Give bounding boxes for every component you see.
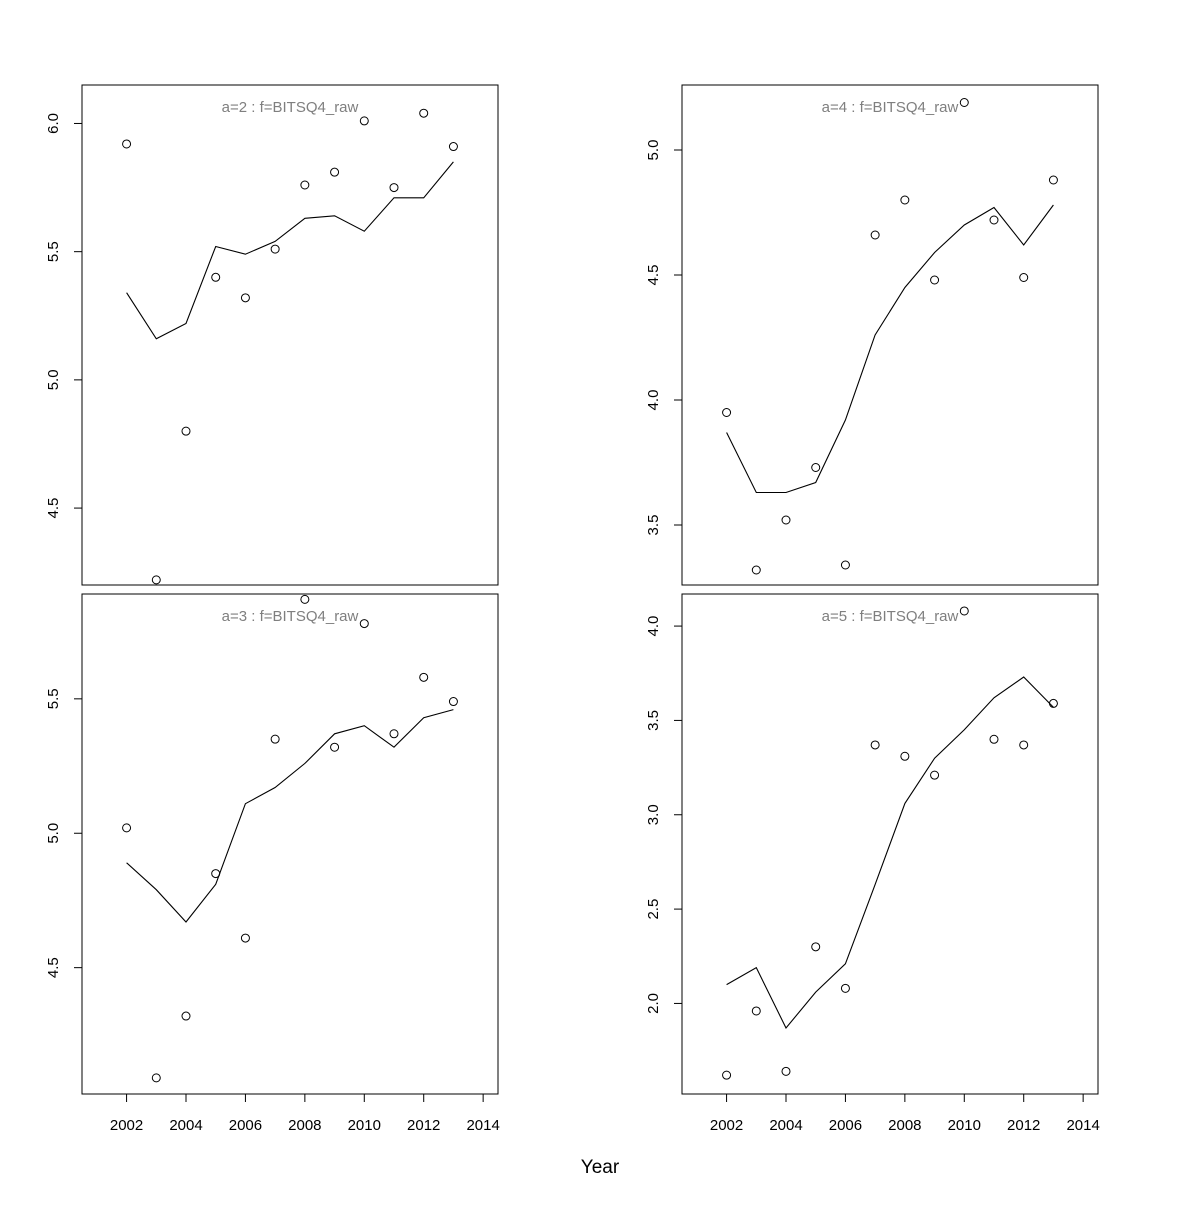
data-point (900, 751, 910, 761)
data-point (930, 770, 940, 780)
x-tick-label: 2010 (348, 1117, 381, 1134)
data-point (300, 180, 310, 190)
data-point (722, 1070, 732, 1080)
data-point (959, 98, 969, 107)
panel-a4: a=4 : f=BITSQ4_raw 3.5 4.0 4.5 5.0 (645, 84, 1099, 586)
data-point (270, 244, 280, 254)
x-tick-label: 2006 (229, 1117, 262, 1134)
data-point (900, 195, 910, 205)
data-point (240, 293, 250, 303)
data-point (330, 742, 340, 752)
data-point (811, 942, 821, 952)
data-point (781, 515, 791, 525)
data-point (1019, 273, 1029, 282)
panel-title: a=2 : f=BITSQ4_raw (222, 99, 359, 116)
x-tick-label: 2014 (1066, 1117, 1099, 1134)
x-tick-label: 2012 (407, 1117, 440, 1134)
data-point (211, 272, 221, 282)
panel-frame (681, 593, 1099, 1095)
data-point (1048, 175, 1058, 185)
data-point (240, 933, 250, 943)
fitted-line (726, 204, 1054, 494)
fitted-line (726, 676, 1054, 1030)
data-point (122, 823, 132, 833)
data-point (751, 1006, 761, 1016)
data-point (989, 734, 999, 744)
panel-title: a=5 : f=BITSQ4_raw (822, 608, 959, 625)
y-tick-label: 3.5 (645, 515, 662, 536)
x-tick-label: 2008 (288, 1117, 321, 1134)
y-tick-label: 2.5 (645, 899, 662, 920)
panel-title: a=4 : f=BITSQ4_raw (822, 99, 959, 116)
panel-a3: a=3 : f=BITSQ4_raw 4.5 5.0 5.5 2002 2004 2006 2… (45, 593, 500, 1134)
data-point (300, 594, 310, 604)
y-tick-label: 5.5 (45, 688, 62, 709)
x-tick-label: 2006 (829, 1117, 862, 1134)
x-tick-label: 2012 (1007, 1117, 1040, 1134)
data-point (181, 426, 191, 436)
data-point (181, 1011, 191, 1021)
data-point (211, 869, 221, 879)
data-point (448, 697, 458, 707)
y-tick-label: 4.5 (645, 265, 662, 286)
data-point (270, 734, 280, 744)
data-point (751, 565, 761, 575)
y-tick-label: 6.0 (45, 113, 62, 134)
data-point (840, 983, 850, 993)
y-tick-label: 5.0 (45, 369, 62, 390)
data-point (330, 167, 340, 177)
data-point (122, 139, 132, 149)
data-point (359, 619, 369, 629)
data-point (359, 116, 369, 126)
y-tick-label: 4.0 (645, 616, 662, 637)
data-point (870, 230, 880, 240)
data-point (781, 1066, 791, 1076)
y-tick-label: 3.0 (645, 804, 662, 825)
y-tick-label: 5.5 (45, 241, 62, 262)
data-point (870, 740, 880, 750)
x-tick-label: 2004 (769, 1117, 802, 1134)
panel-a5: a=5 : f=BITSQ4_raw 2.0 2.5 3.0 3.5 4.0 2002 200… (645, 593, 1100, 1134)
panel-frame (81, 593, 499, 1095)
data-point (811, 463, 821, 472)
data-point (389, 183, 399, 193)
panel-frame (81, 84, 499, 586)
x-tick-label: 2014 (466, 1117, 499, 1134)
data-point (1048, 698, 1058, 708)
data-point (151, 575, 161, 585)
x-axis-label: Year (581, 1157, 620, 1178)
data-point (840, 560, 850, 570)
x-tick-label: 2002 (710, 1117, 743, 1134)
y-tick-label: 5.0 (45, 823, 62, 844)
data-point (419, 672, 429, 682)
fitted-line (126, 709, 454, 923)
y-tick-label: 4.5 (45, 498, 62, 519)
fitted-line (126, 161, 454, 340)
x-tick-label: 2008 (888, 1117, 921, 1134)
data-point (930, 275, 940, 285)
data-point (989, 215, 999, 225)
data-point (722, 408, 732, 417)
x-tick-label: 2004 (169, 1117, 202, 1134)
data-point (448, 142, 458, 152)
panel-a2: a=2 : f=BITSQ4_raw 4.5 5.0 5.5 6.0 (45, 84, 499, 586)
y-tick-label: 4.0 (645, 390, 662, 411)
y-tick-label: 4.5 (45, 957, 62, 978)
y-tick-label: 5.0 (645, 140, 662, 161)
x-tick-label: 2002 (110, 1117, 143, 1134)
y-tick-label: 2.0 (645, 993, 662, 1014)
data-point (389, 729, 399, 739)
x-tick-label: 2010 (948, 1117, 981, 1134)
data-point (1019, 740, 1029, 750)
y-tick-label: 3.5 (645, 710, 662, 731)
data-point (419, 108, 429, 118)
panel-title: a=3 : f=BITSQ4_raw (222, 608, 359, 625)
data-point (151, 1073, 161, 1083)
panel-frame (681, 84, 1099, 586)
data-point (959, 606, 969, 616)
